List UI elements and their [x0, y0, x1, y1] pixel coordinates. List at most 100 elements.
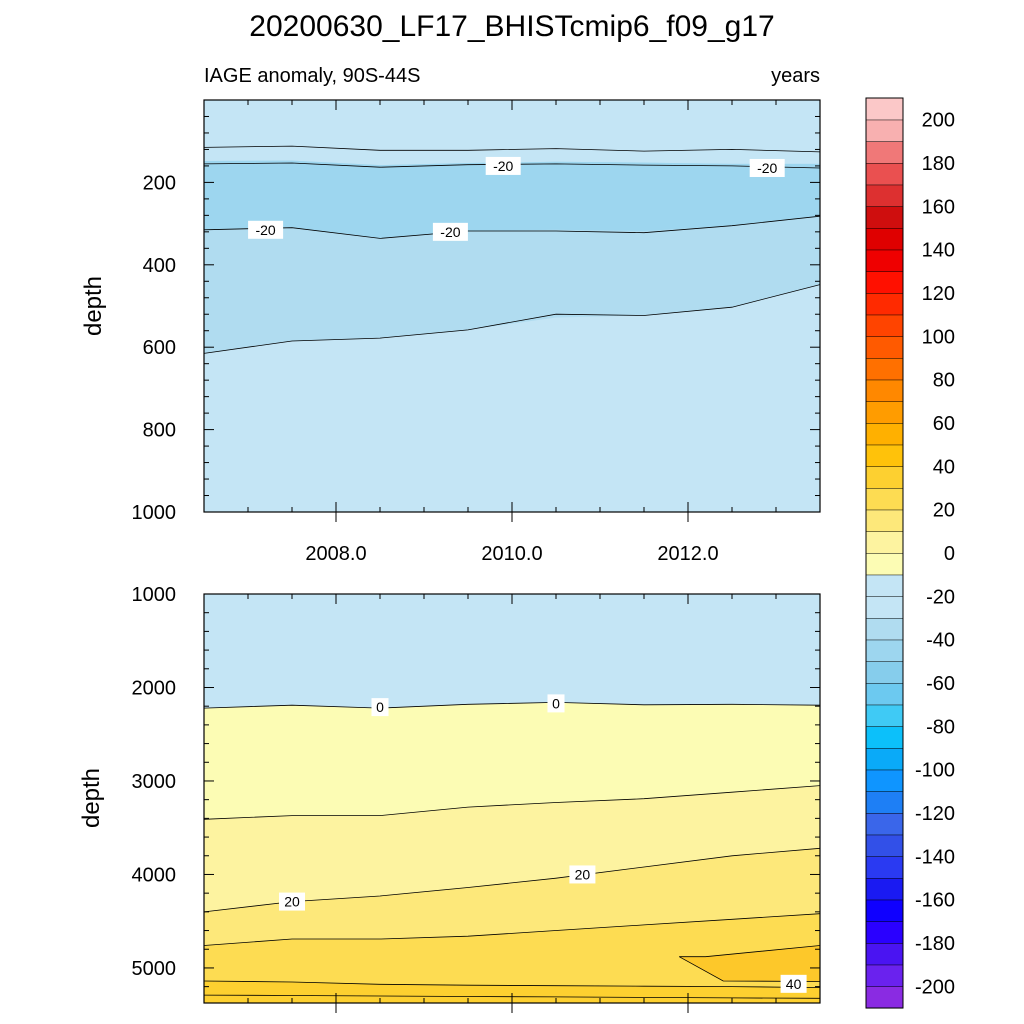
colorbar-swatch: [865, 466, 904, 489]
colorbar-swatch: [865, 747, 904, 771]
colorbar-label: -40: [926, 630, 955, 652]
y-tick-label: 1000: [132, 502, 177, 524]
colorbar-swatch: [865, 639, 904, 662]
x-tick-label: 2012.0: [657, 543, 718, 565]
contour-label: -20: [248, 220, 284, 239]
contour-line: [204, 701, 820, 709]
colorbar-swatch: [865, 596, 904, 619]
colorbar-swatch: [865, 834, 904, 857]
colorbar-swatch: [865, 769, 904, 792]
colorbar-swatch: [865, 942, 904, 966]
colorbar-swatch: [865, 877, 904, 901]
y-tick-label: 4000: [132, 864, 177, 886]
contour-label: -20: [749, 158, 785, 177]
colorbar-swatch: [865, 422, 904, 446]
colorbar-label: -20: [926, 586, 955, 608]
colorbar-label: -80: [926, 716, 955, 738]
colorbar-label: 180: [922, 153, 955, 175]
contour-label: 40: [780, 974, 807, 993]
colorbar-swatch: [865, 531, 904, 554]
top-panel-ylabel: depth: [80, 276, 107, 336]
fill-band: [204, 848, 820, 946]
svg-text:20: 20: [575, 866, 591, 882]
fill-band: [204, 913, 820, 988]
colorbar-swatch: [865, 704, 904, 727]
colorbar-swatch: [865, 487, 904, 511]
colorbar-swatch: [865, 812, 904, 836]
colorbar-label: 60: [933, 413, 955, 435]
colorbar-swatch: [865, 552, 904, 576]
fill-band: [204, 785, 820, 912]
colorbar-swatch: [865, 184, 904, 207]
y-tick-label: 2000: [132, 677, 177, 699]
colorbar-swatch: [865, 249, 904, 272]
x-tick-label: 2010.0: [481, 543, 542, 565]
colorbar-label: -120: [915, 803, 955, 825]
figure-title: 20200630_LF17_BHISTcmip6_f09_g17: [249, 10, 774, 43]
y-tick-label: 200: [143, 172, 176, 194]
contour-label: 0: [547, 694, 565, 713]
colorbar-swatch: [865, 661, 904, 684]
colorbar-swatch: [865, 357, 904, 381]
contour-line: [204, 913, 820, 946]
contour-label: 0: [371, 698, 389, 717]
colorbar-label: -60: [926, 673, 955, 695]
colorbar-swatch: [865, 119, 904, 142]
top-panel-subtitle: IAGE anomaly, 90S-44S: [204, 65, 420, 87]
colorbar-swatch: [865, 401, 904, 424]
contour-label: 20: [279, 892, 305, 911]
colorbar-swatch: [865, 162, 904, 186]
top-panel-units: years: [771, 65, 820, 87]
bottom-panel: 0 0 20 20 40 1000 2000 3000 4000 5000: [132, 584, 821, 1013]
colorbar-label: 80: [933, 370, 955, 392]
colorbar-swatch: [865, 921, 904, 944]
colorbar-swatch: [865, 292, 904, 316]
colorbar-swatch: [865, 227, 904, 251]
fill-band: [204, 160, 820, 239]
colorbar-swatch: [865, 314, 904, 337]
colorbar-swatch: [865, 206, 904, 229]
y-tick-label: 3000: [132, 771, 177, 793]
colorbar: 200180160140120100806040200-20-40-60-80-…: [865, 97, 955, 1009]
colorbar-label: -200: [915, 976, 955, 998]
fill-band: [204, 594, 820, 709]
svg-text:20: 20: [284, 894, 300, 910]
svg-text:-20: -20: [493, 158, 513, 174]
svg-text:0: 0: [552, 695, 560, 711]
svg-text:0: 0: [376, 699, 384, 715]
colorbar-swatch: [865, 271, 904, 294]
svg-text:-20: -20: [757, 160, 777, 176]
colorbar-swatch: [865, 379, 904, 402]
colorbar-label: -180: [915, 933, 955, 955]
colorbar-swatch: [865, 97, 904, 121]
contour-line: [204, 847, 820, 913]
colorbar-swatch: [865, 336, 904, 359]
colorbar-swatch: [865, 964, 904, 987]
y-tick-label: 1000: [132, 584, 177, 606]
svg-text:-20: -20: [440, 224, 460, 240]
colorbar-swatch: [865, 617, 904, 641]
contour-line: [204, 284, 820, 354]
contour-label: -20: [432, 222, 468, 241]
colorbar-label: -100: [915, 760, 955, 782]
y-tick-label: 5000: [132, 958, 177, 980]
colorbar-swatch: [865, 141, 904, 164]
svg-text:40: 40: [786, 976, 802, 992]
contour-line: [204, 785, 820, 820]
colorbar-label: 20: [933, 500, 955, 522]
colorbar-swatch: [865, 574, 904, 597]
y-tick-label: 400: [143, 255, 176, 277]
colorbar-label: 160: [922, 196, 955, 218]
fill-band: [204, 981, 820, 999]
svg-text:-20: -20: [255, 222, 275, 238]
colorbar-swatch: [865, 509, 904, 532]
colorbar-label: 0: [944, 543, 955, 565]
colorbar-label: 40: [933, 456, 955, 478]
y-tick-label: 600: [143, 337, 176, 359]
contour-line: [204, 980, 820, 988]
bottom-panel-ylabel: depth: [78, 768, 105, 828]
y-tick-label: 800: [143, 420, 176, 442]
colorbar-swatch: [865, 899, 904, 922]
colorbar-label: 140: [922, 240, 955, 262]
